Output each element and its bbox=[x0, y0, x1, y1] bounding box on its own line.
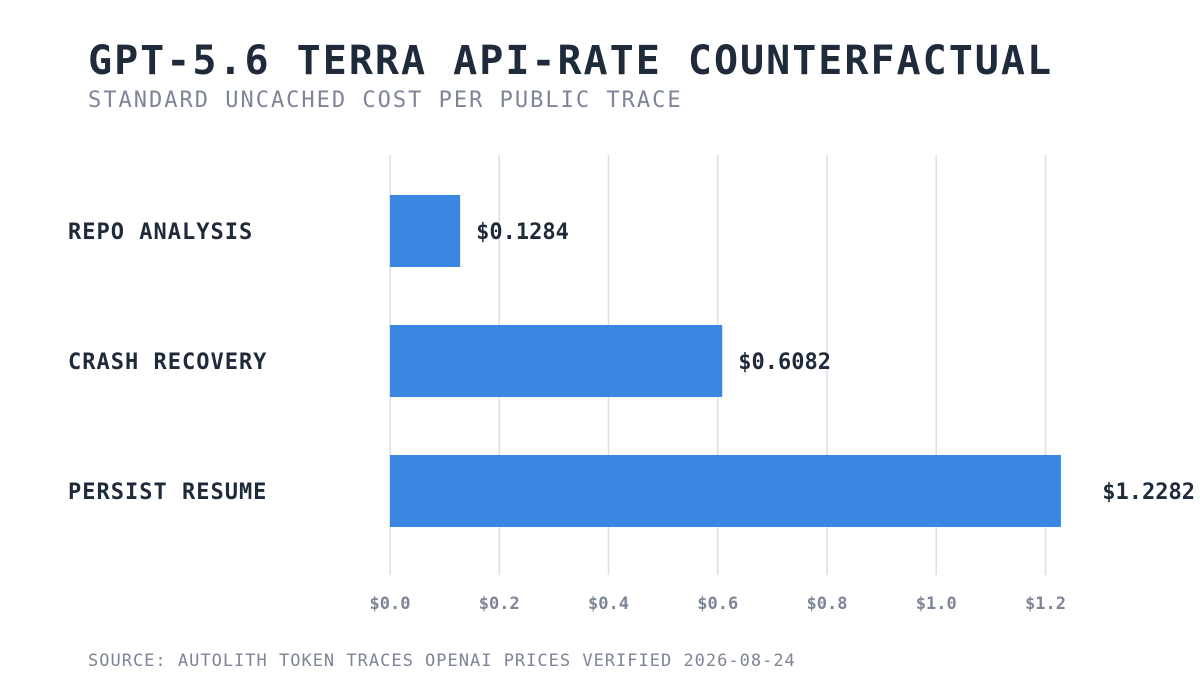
source-note: SOURCE: AUTOLITH TOKEN TRACES OPENAI PRI… bbox=[88, 651, 796, 671]
labels: $0.0 $0.2 $0.4 $0.6 $0.8 $1.0 $1.2 REPO ANALYSI… bbox=[68, 220, 1195, 614]
x-tick-label: $0.6 bbox=[697, 594, 738, 614]
value-label: $1.2282 bbox=[1102, 480, 1195, 505]
value-label: $0.6082 bbox=[738, 350, 831, 375]
bar bbox=[390, 195, 461, 267]
category-label: REPO ANALYSIS bbox=[68, 220, 253, 245]
x-tick-label: $1.2 bbox=[1025, 594, 1066, 614]
category-label: PERSIST RESUME bbox=[68, 480, 267, 505]
chart-title: GPT-5.6 TERRA API-RATE COUNTERFACTUAL bbox=[88, 38, 1054, 84]
bar bbox=[390, 325, 723, 397]
category-label: CRASH RECOVERY bbox=[68, 350, 267, 375]
x-tick-label: $1.0 bbox=[916, 594, 957, 614]
bar bbox=[390, 455, 1061, 527]
x-tick-label: $0.2 bbox=[479, 594, 520, 614]
chart-subtitle: STANDARD UNCACHED COST PER PUBLIC TRACE bbox=[88, 88, 683, 113]
x-tick-label: $0.8 bbox=[807, 594, 848, 614]
x-tick-label: $0.4 bbox=[588, 594, 629, 614]
value-label: $0.1284 bbox=[476, 220, 569, 245]
x-tick-label: $0.0 bbox=[370, 594, 411, 614]
bars bbox=[390, 195, 1061, 527]
